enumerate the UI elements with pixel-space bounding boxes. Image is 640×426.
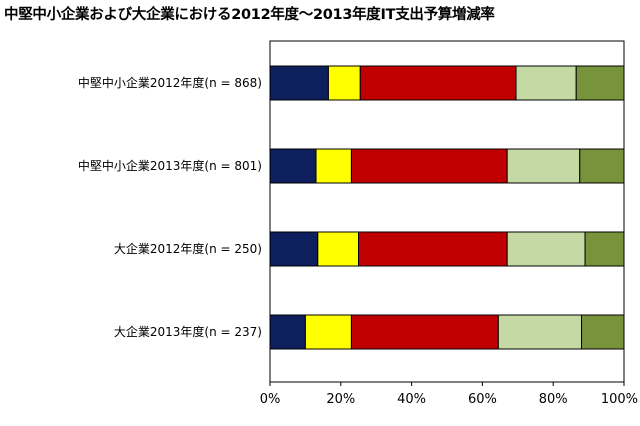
bar-segment-row3-seg1 <box>269 231 319 267</box>
bar-segment-row2-seg5 <box>579 148 625 184</box>
bar-segment-row3-seg4 <box>506 231 586 267</box>
bar-segment-row4-seg3 <box>350 314 499 350</box>
bar-segment-row3-seg3 <box>358 231 508 267</box>
category-label: 大企業2012年度(n = 250) <box>114 241 262 256</box>
bar-segment-row1-seg2 <box>327 65 361 101</box>
category-label: 中堅中小企業2013年度(n = 801) <box>78 158 262 173</box>
bar-segment-row1-seg3 <box>359 65 517 101</box>
bar-segment-row2-seg2 <box>315 148 352 184</box>
x-tick-label: 100% <box>601 392 638 407</box>
bar-segment-row4-seg1 <box>269 314 306 350</box>
bar-segment-row3-seg2 <box>317 231 360 267</box>
bar-segment-row1-seg5 <box>575 65 625 101</box>
bar-segment-row3-seg5 <box>584 231 625 267</box>
bar-segment-row2-seg1 <box>269 148 317 184</box>
category-label: 中堅中小企業2012年度(n = 868) <box>78 75 262 90</box>
bar-segment-row4-seg4 <box>497 314 583 350</box>
plot-area-frame <box>269 40 625 383</box>
category-label: 大企業2013年度(n = 237) <box>114 324 262 339</box>
x-tick-label: 60% <box>468 392 497 407</box>
bar-segment-row1-seg4 <box>515 65 577 101</box>
chart-title: 中堅中小企業および大企業における2012年度〜2013年度IT支出予算増減率 <box>4 7 495 23</box>
bar-segment-row4-seg2 <box>304 314 352 350</box>
x-tick-label: 80% <box>539 392 568 407</box>
bar-segment-row2-seg4 <box>506 148 581 184</box>
x-tick-label: 20% <box>326 392 355 407</box>
bar-segment-row4-seg5 <box>581 314 625 350</box>
bar-segment-row1-seg1 <box>269 65 329 101</box>
x-tick-label: 40% <box>397 392 426 407</box>
bar-segment-row2-seg3 <box>350 148 508 184</box>
x-tick-label: 0% <box>260 392 281 407</box>
